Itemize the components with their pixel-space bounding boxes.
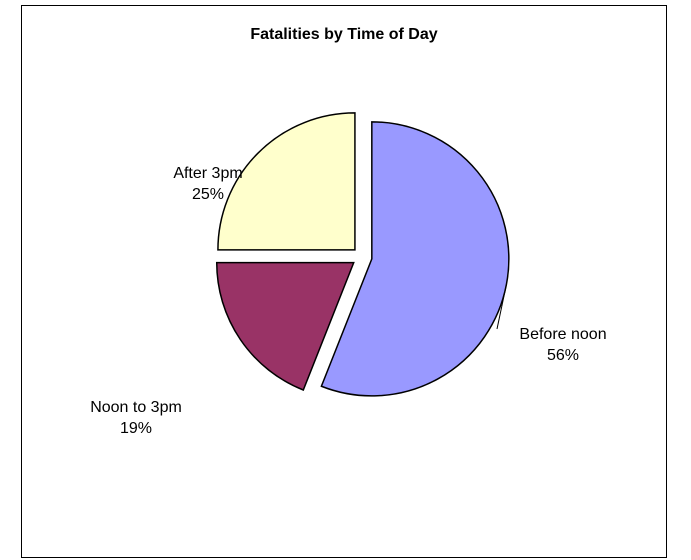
pie-slice-after-3pm	[217, 112, 356, 251]
slice-label-percent: 56%	[547, 347, 579, 364]
chart-area: Fatalities by Time of Day Before noon 56%…	[21, 5, 667, 558]
slice-label-name: After 3pm	[173, 165, 242, 182]
slice-label-name: Before noon	[519, 326, 606, 343]
pie-slice-before-noon	[320, 121, 510, 397]
chart-title: Fatalities by Time of Day	[250, 26, 438, 43]
pie-chart: Before noon 56% Noon to 3pm 19% After 3pm 25%	[90, 112, 607, 437]
slice-label-name: Noon to 3pm	[90, 399, 182, 416]
pie-slice-noon-to-3pm	[215, 261, 355, 391]
leader-line	[496, 284, 507, 330]
slice-label-percent: 19%	[120, 420, 152, 437]
slice-label-percent: 25%	[192, 186, 224, 203]
